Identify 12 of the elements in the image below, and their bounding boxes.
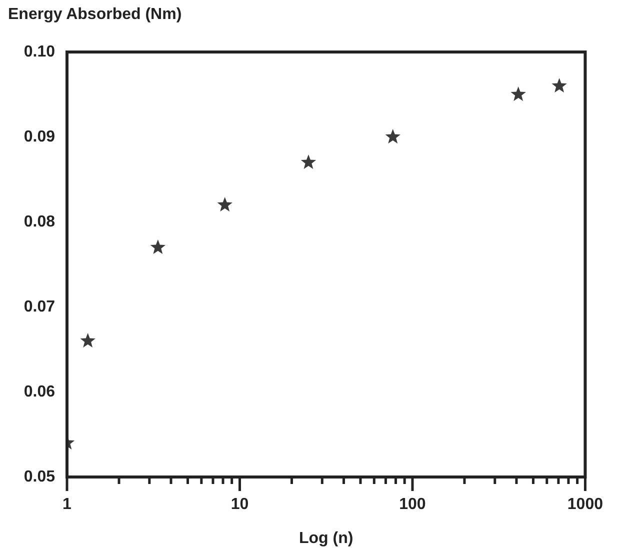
y-tick-label: 0.08: [24, 213, 56, 230]
y-tick-label: 0.09: [24, 128, 56, 146]
x-tick-label: 1000: [567, 496, 604, 514]
x-tick-label: 10: [230, 496, 249, 514]
y-tick-label: 0.05: [24, 468, 56, 486]
y-tick-label: 0.07: [24, 298, 56, 316]
x-tick-label: 100: [399, 496, 426, 514]
y-tick-label: 0.06: [24, 383, 56, 400]
x-axis-title: Log (n): [299, 530, 354, 547]
y-axis-title: Energy Absorbed (Nm): [8, 6, 182, 24]
y-tick-label: 0.10: [24, 43, 56, 60]
x-tick-label: 1: [62, 496, 72, 514]
